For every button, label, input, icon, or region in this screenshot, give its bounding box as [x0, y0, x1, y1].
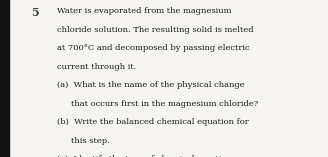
- Text: (a)  What is the name of the physical change: (a) What is the name of the physical cha…: [57, 81, 245, 89]
- Text: 5: 5: [31, 7, 39, 18]
- Text: this step.: this step.: [71, 137, 109, 145]
- Bar: [0, 0, 9, 157]
- Text: at 700°C and decomposed by passing electric: at 700°C and decomposed by passing elect…: [57, 44, 250, 52]
- Text: Water is evaporated from the magnesium: Water is evaporated from the magnesium: [57, 7, 232, 15]
- Text: chloride solution. The resulting solid is melted: chloride solution. The resulting solid i…: [57, 26, 254, 34]
- Text: that occurs first in the magnesium chloride?: that occurs first in the magnesium chlor…: [71, 100, 258, 108]
- Text: (c)  Identify the type of chemical reaction.: (c) Identify the type of chemical reacti…: [57, 155, 235, 157]
- Text: current through it.: current through it.: [57, 63, 137, 71]
- Text: (b)  Write the balanced chemical equation for: (b) Write the balanced chemical equation…: [57, 118, 249, 126]
